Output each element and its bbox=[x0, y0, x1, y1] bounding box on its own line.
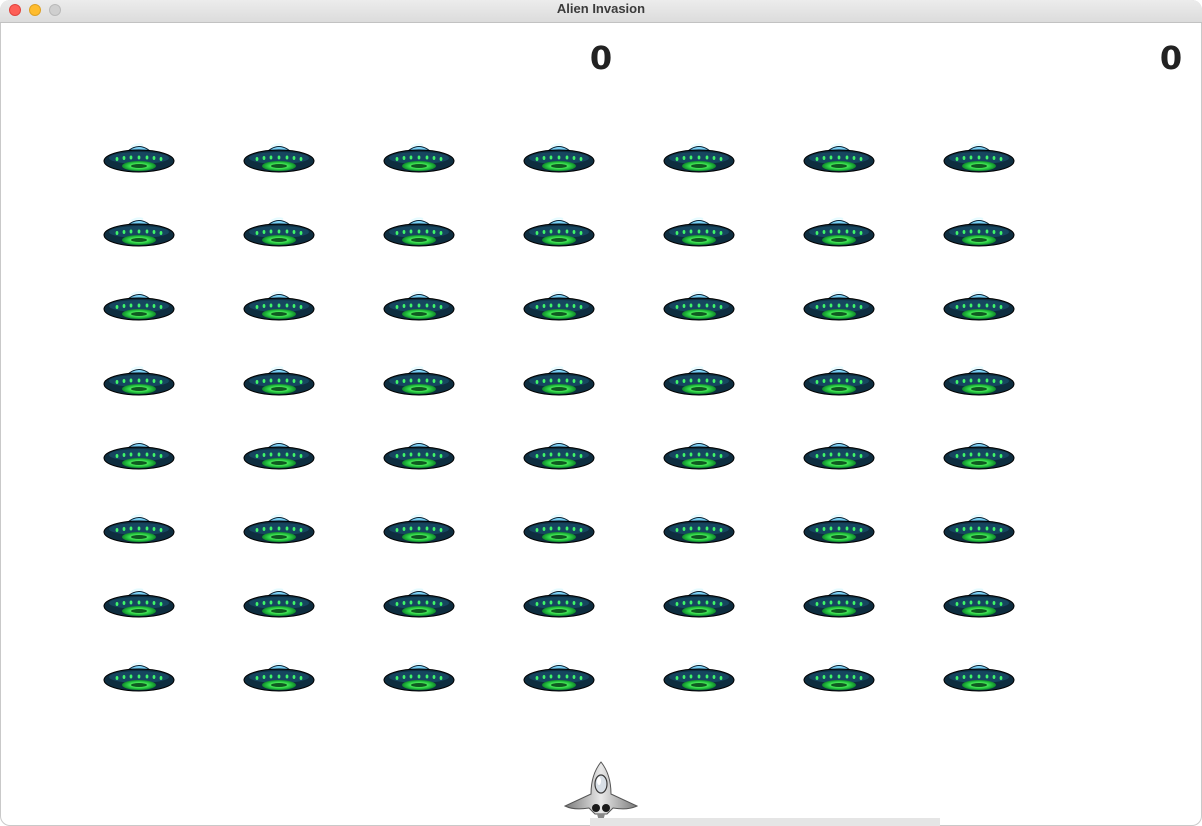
ufo-icon bbox=[663, 217, 735, 247]
ufo-icon bbox=[383, 440, 455, 470]
close-window-button[interactable] bbox=[9, 4, 21, 16]
window-title: Alien Invasion bbox=[556, 1, 646, 16]
ufo-icon bbox=[523, 217, 595, 247]
ufo-icon bbox=[523, 662, 595, 692]
ufo-icon bbox=[103, 217, 175, 247]
ufo-icon bbox=[383, 217, 455, 247]
ufo-icon bbox=[943, 143, 1015, 173]
ufo-icon bbox=[243, 366, 315, 396]
ufo-icon bbox=[103, 514, 175, 544]
rocket-ship-icon bbox=[563, 761, 639, 821]
ufo-icon bbox=[943, 440, 1015, 470]
ufo-icon bbox=[243, 588, 315, 618]
ufo-icon bbox=[943, 366, 1015, 396]
ufo-icon bbox=[103, 440, 175, 470]
ufo-icon bbox=[103, 143, 175, 173]
ufo-icon bbox=[383, 366, 455, 396]
ufo-icon bbox=[523, 440, 595, 470]
ufo-icon bbox=[103, 291, 175, 321]
ufo-icon bbox=[803, 143, 875, 173]
ufo-icon bbox=[803, 217, 875, 247]
ufo-icon bbox=[383, 291, 455, 321]
ufo-icon bbox=[243, 514, 315, 544]
ufo-icon bbox=[243, 217, 315, 247]
ufo-icon bbox=[243, 143, 315, 173]
ufo-icon bbox=[663, 440, 735, 470]
ufo-icon bbox=[803, 662, 875, 692]
ufo-icon bbox=[103, 588, 175, 618]
title-bar: Alien Invasion bbox=[0, 0, 1202, 23]
zoom-window-button[interactable] bbox=[49, 4, 61, 16]
ufo-icon bbox=[383, 514, 455, 544]
ufo-icon bbox=[383, 143, 455, 173]
background-window-edge bbox=[590, 818, 940, 826]
ufo-icon bbox=[663, 366, 735, 396]
minimize-window-button[interactable] bbox=[29, 4, 41, 16]
ufo-icon bbox=[523, 291, 595, 321]
alien-fleet bbox=[103, 139, 1023, 699]
ufo-icon bbox=[803, 514, 875, 544]
ufo-icon bbox=[663, 588, 735, 618]
ufo-icon bbox=[803, 291, 875, 321]
score-display: 0 bbox=[589, 39, 613, 77]
ufo-icon bbox=[663, 291, 735, 321]
ufo-icon bbox=[103, 366, 175, 396]
ufo-icon bbox=[523, 514, 595, 544]
ufo-icon bbox=[803, 366, 875, 396]
ufo-icon bbox=[243, 291, 315, 321]
ufo-icon bbox=[803, 440, 875, 470]
ufo-icon bbox=[243, 440, 315, 470]
ufo-icon bbox=[943, 217, 1015, 247]
ufo-icon bbox=[663, 514, 735, 544]
ufo-icon bbox=[383, 588, 455, 618]
ufo-icon bbox=[803, 588, 875, 618]
high-score-display: 0 bbox=[1159, 39, 1183, 77]
ufo-icon bbox=[943, 514, 1015, 544]
ufo-icon bbox=[523, 366, 595, 396]
ufo-icon bbox=[383, 662, 455, 692]
ufo-icon bbox=[523, 143, 595, 173]
ufo-icon bbox=[523, 588, 595, 618]
ufo-icon bbox=[943, 662, 1015, 692]
ufo-icon bbox=[243, 662, 315, 692]
ufo-icon bbox=[103, 662, 175, 692]
ufo-icon bbox=[943, 291, 1015, 321]
ufo-icon bbox=[663, 662, 735, 692]
ufo-icon bbox=[943, 588, 1015, 618]
ufo-icon bbox=[663, 143, 735, 173]
